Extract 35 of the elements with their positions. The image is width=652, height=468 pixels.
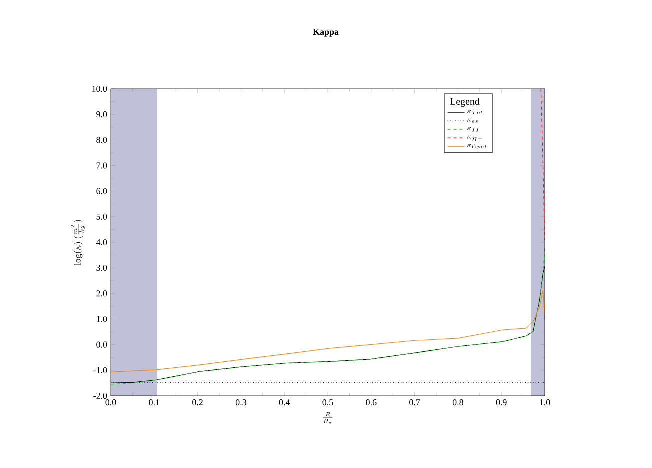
y-axis-title: $\log(\kappa)\ (\frac{m^2}{kg})$ bbox=[71, 220, 86, 266]
line-series bbox=[110, 290, 546, 373]
y-tick-label: 3.0 bbox=[96, 265, 108, 272]
y-tick-label: 1.0 bbox=[97, 316, 108, 322]
x-tick-label: 0.6 bbox=[366, 400, 377, 406]
y-tick-label: 7.0 bbox=[96, 162, 108, 169]
x-tick-label: 0.7 bbox=[410, 400, 420, 406]
line-series bbox=[540, 88, 545, 240]
x-tick-label: 0.3 bbox=[236, 400, 246, 406]
x-tick-label: 0.4 bbox=[279, 400, 290, 406]
legend-label: $\kappa_{Opal}$ bbox=[468, 144, 486, 150]
y-tick-label: 9.0 bbox=[96, 112, 108, 118]
chart-title: Kappa bbox=[313, 29, 339, 37]
y-tick-label: 0.0 bbox=[96, 342, 108, 348]
y-tick-label: 6.0 bbox=[96, 188, 108, 194]
y-tick-label: -1.0 bbox=[94, 367, 108, 374]
y-tick-label: -2.0 bbox=[94, 392, 108, 400]
x-tick-label: 0.5 bbox=[322, 400, 334, 406]
legend-label: $\kappa_{Tot}$ bbox=[468, 110, 483, 114]
y-tick-label: 8.0 bbox=[96, 137, 108, 144]
legend-label: $\kappa_{ff}$ bbox=[468, 127, 480, 132]
x-tick-label: 0.9 bbox=[496, 400, 507, 406]
y-tick-label: 4.0 bbox=[96, 239, 108, 246]
x-tick-label: 0.1 bbox=[149, 400, 160, 406]
x-tick-label: 0.8 bbox=[452, 400, 464, 406]
x-tick-label: 0.2 bbox=[192, 400, 203, 406]
legend-label: $\kappa_{H^-}$ bbox=[468, 136, 482, 142]
y-tick-label: 10.0 bbox=[92, 86, 108, 92]
x-tick-label: 0.0 bbox=[106, 400, 116, 406]
y-tick-label: 2.0 bbox=[96, 290, 108, 297]
legend-label: $\kappa_{es}$ bbox=[468, 118, 478, 123]
y-tick-label: 5.0 bbox=[96, 214, 108, 220]
legend-title: Legend bbox=[450, 98, 480, 108]
x-axis-title: $\frac{R}{R_*}$ bbox=[323, 412, 333, 424]
x-tick-label: 1.0 bbox=[540, 400, 550, 406]
